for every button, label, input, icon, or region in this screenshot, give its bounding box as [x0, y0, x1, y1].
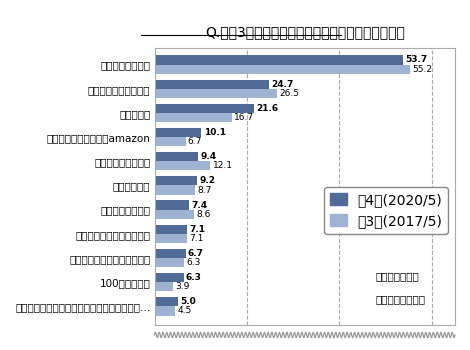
Text: 21.6: 21.6: [257, 104, 279, 113]
Bar: [155, 89, 277, 98]
Bar: [155, 234, 188, 243]
Text: カー用品購入者: カー用品購入者: [376, 295, 425, 304]
Text: 3.9: 3.9: [175, 282, 189, 291]
Text: 16.7: 16.7: [234, 113, 254, 122]
Text: 9.2: 9.2: [199, 176, 215, 186]
Bar: [155, 306, 175, 316]
Text: 7.4: 7.4: [191, 201, 207, 210]
Bar: [155, 282, 172, 291]
Bar: [155, 152, 198, 161]
Bar: [155, 273, 184, 282]
Text: 12.1: 12.1: [213, 161, 233, 170]
Bar: [155, 201, 189, 210]
Text: 7.1: 7.1: [190, 234, 204, 243]
Text: 6.3: 6.3: [186, 273, 202, 282]
Text: 6.7: 6.7: [188, 137, 202, 146]
Text: 8.7: 8.7: [197, 186, 212, 195]
Text: 5.0: 5.0: [180, 297, 196, 306]
Text: 24.7: 24.7: [271, 80, 293, 89]
Text: 6.7: 6.7: [188, 249, 204, 258]
Text: ：直近３年間の: ：直近３年間の: [376, 271, 419, 281]
Bar: [155, 176, 197, 186]
Text: 53.7: 53.7: [405, 55, 427, 64]
Text: 8.6: 8.6: [196, 210, 211, 219]
Bar: [155, 128, 201, 137]
Bar: [155, 225, 188, 234]
Text: 7.1: 7.1: [190, 225, 206, 234]
Bar: [155, 104, 254, 113]
Bar: [155, 186, 195, 195]
Bar: [155, 258, 184, 267]
Bar: [155, 137, 186, 146]
Text: 55.2: 55.2: [412, 65, 432, 74]
Bar: [155, 113, 232, 122]
Bar: [155, 297, 178, 306]
Bar: [155, 161, 211, 170]
Bar: [155, 64, 410, 74]
Text: 4.5: 4.5: [178, 307, 192, 315]
Bar: [155, 79, 269, 89]
Bar: [155, 55, 403, 64]
Text: 10.1: 10.1: [204, 128, 226, 137]
Legend: 第4回(2020/5), 第3回(2017/5): 第4回(2020/5), 第3回(2017/5): [324, 188, 448, 233]
Text: 6.3: 6.3: [186, 258, 200, 267]
Bar: [155, 249, 186, 258]
Text: 26.5: 26.5: [279, 89, 299, 98]
Title: Q.直近3年間に、カー用品をどこで買いましたか？: Q.直近3年間に、カー用品をどこで買いましたか？: [205, 26, 405, 40]
Text: 9.4: 9.4: [200, 152, 216, 161]
Bar: [155, 210, 194, 219]
